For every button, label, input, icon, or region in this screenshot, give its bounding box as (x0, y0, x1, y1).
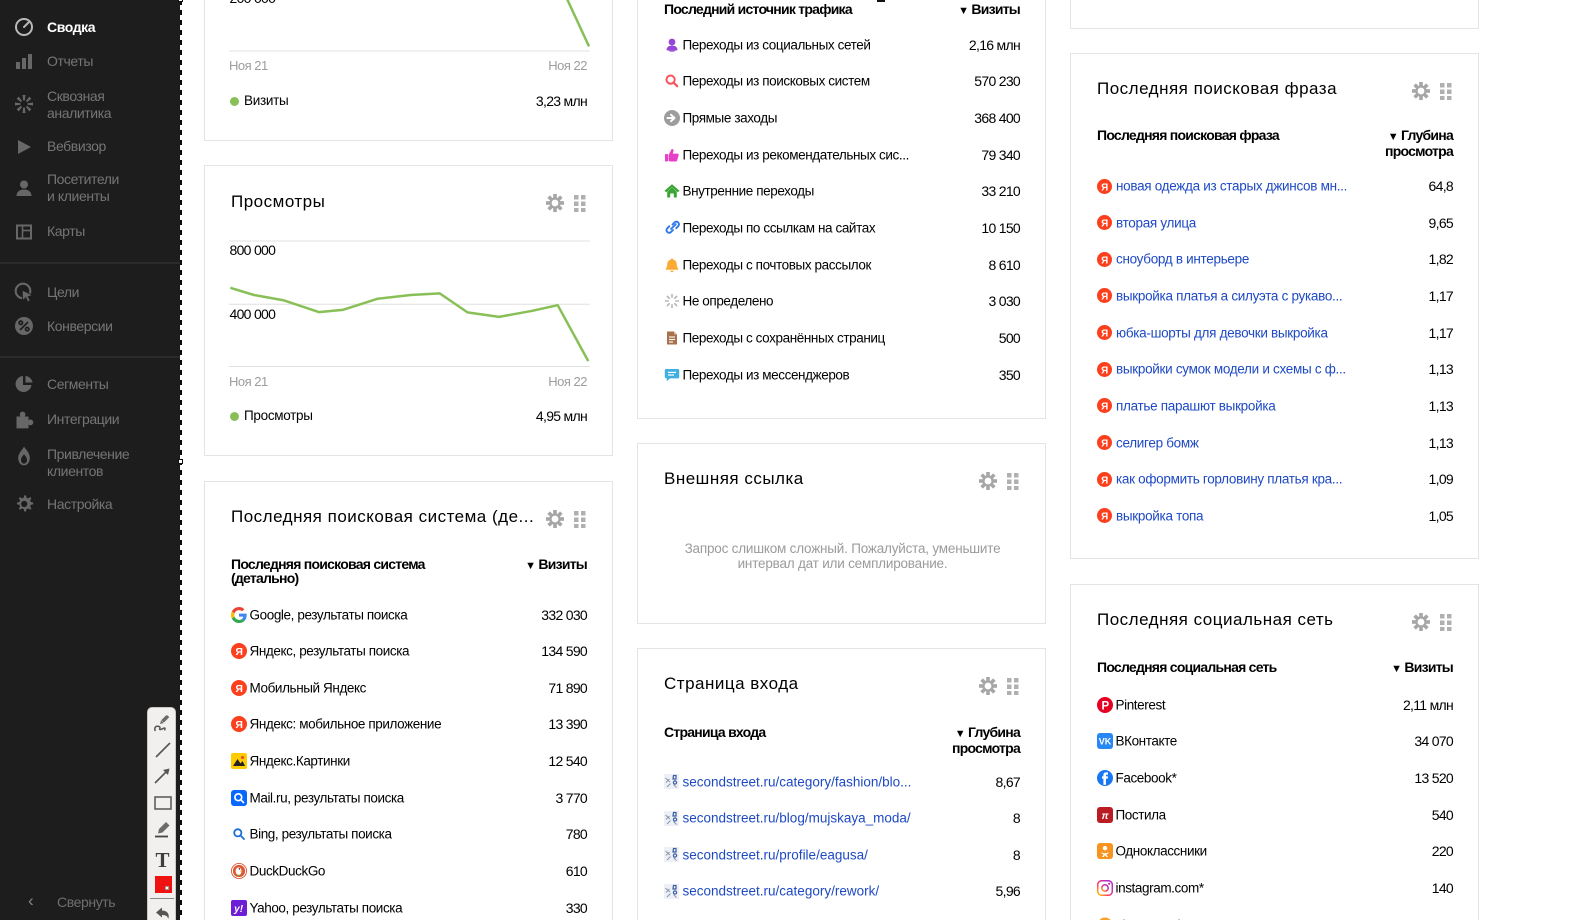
svg-text:Я: Я (1101, 402, 1108, 413)
svg-text:Я: Я (1101, 475, 1108, 486)
svg-text:Я: Я (1101, 292, 1108, 303)
svg-text:Я: Я (235, 646, 243, 658)
svg-text:Я: Я (1101, 512, 1108, 523)
svg-text:Я: Я (1101, 255, 1108, 266)
svg-text:Я: Я (1101, 219, 1108, 230)
svg-text:y!: y! (233, 904, 244, 915)
svg-text:Я: Я (1101, 438, 1108, 449)
svg-text:Я: Я (1101, 182, 1108, 193)
svg-text:Я: Я (1101, 365, 1108, 376)
svg-text:P: P (1101, 700, 1109, 712)
svg-text:Я: Я (1101, 329, 1108, 340)
svg-text:π: π (1101, 810, 1109, 821)
svg-text:VK: VK (1099, 737, 1112, 747)
svg-text:Я: Я (235, 683, 243, 695)
svg-text:Я: Я (235, 720, 243, 732)
